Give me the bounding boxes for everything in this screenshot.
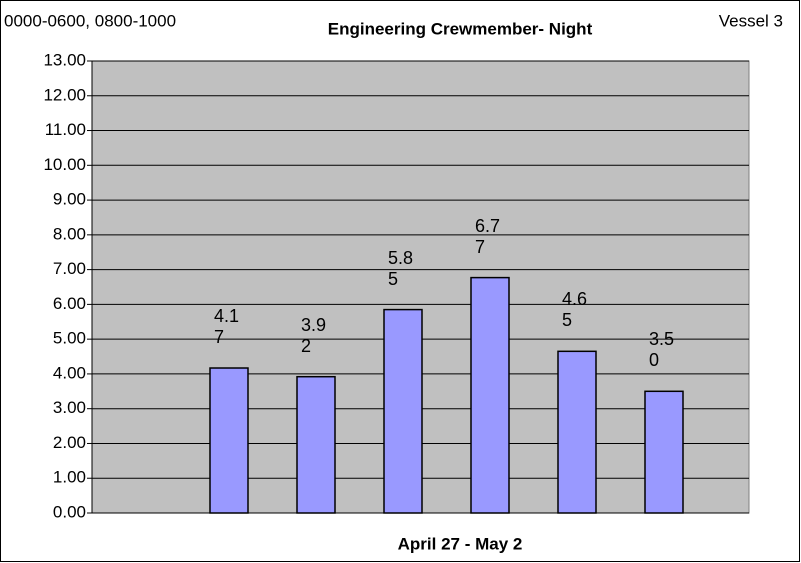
bar bbox=[296, 375, 336, 514]
bar bbox=[209, 367, 249, 514]
annotation: 0000-0600, 0800-1000 bbox=[4, 11, 176, 30]
bar bbox=[470, 276, 510, 514]
y-tick-label: 6.00 bbox=[53, 294, 86, 313]
value-label-box: 4.65 bbox=[562, 289, 588, 331]
value-label: 3.50 bbox=[649, 329, 675, 371]
chart-title: Engineering Crewmember- Night bbox=[328, 19, 593, 38]
bar bbox=[644, 390, 684, 514]
y-tick-label: 8.00 bbox=[53, 224, 86, 243]
value-label: 5.85 bbox=[388, 247, 414, 289]
y-tick-label: 0.00 bbox=[53, 502, 86, 521]
value-label-box: 5.85 bbox=[388, 247, 414, 289]
y-tick-label: 10.00 bbox=[43, 155, 86, 174]
y-tick-label: 3.00 bbox=[53, 398, 86, 417]
y-tick-label: 4.00 bbox=[53, 363, 86, 382]
value-label-box: 4.17 bbox=[214, 306, 240, 347]
y-tick-label: 11.00 bbox=[45, 120, 86, 139]
value-label: 4.65 bbox=[562, 289, 588, 331]
value-label: 3.92 bbox=[301, 314, 327, 356]
bar bbox=[557, 350, 597, 514]
y-tick-label: 2.00 bbox=[53, 433, 86, 452]
value-label: 4.17 bbox=[214, 306, 240, 347]
y-tick-label: 5.00 bbox=[53, 329, 86, 348]
value-label-box: 3.92 bbox=[301, 314, 327, 356]
y-tick-label: 12.00 bbox=[43, 85, 86, 104]
bar bbox=[383, 308, 423, 514]
value-label-box: 6.77 bbox=[475, 215, 501, 257]
y-tick-label: 13.00 bbox=[43, 50, 86, 69]
value-label-box: 3.50 bbox=[649, 329, 675, 371]
value-label: 6.77 bbox=[475, 215, 501, 257]
x-axis-label: April 27 - May 2 bbox=[398, 534, 523, 553]
y-tick-label: 7.00 bbox=[53, 259, 86, 278]
y-tick-label: 9.00 bbox=[53, 190, 86, 209]
annotation: Vessel 3 bbox=[719, 11, 783, 30]
y-tick-label: 1.00 bbox=[53, 468, 86, 487]
